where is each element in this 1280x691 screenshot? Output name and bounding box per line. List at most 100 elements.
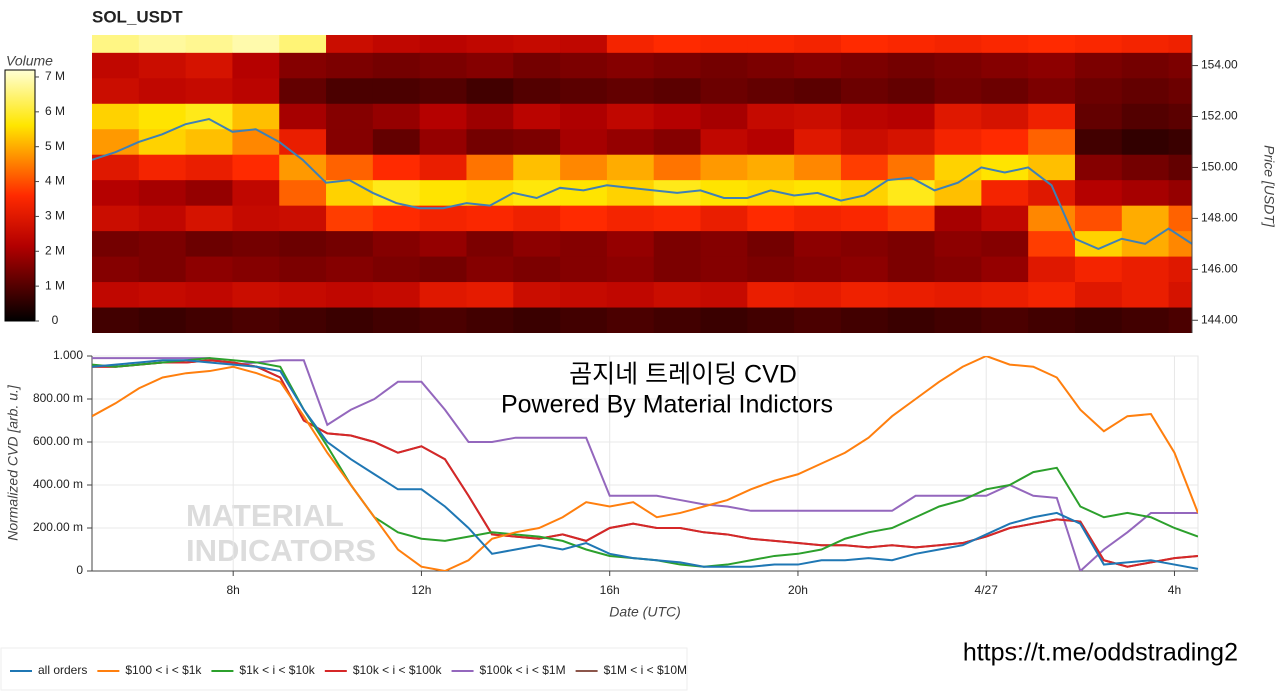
heatmap-cell xyxy=(466,205,514,232)
heatmap-cell xyxy=(1121,180,1170,207)
heatmap-cell xyxy=(326,231,374,258)
heatmap-cell xyxy=(372,103,421,130)
heatmap-cell xyxy=(513,52,561,79)
heatmap-cell xyxy=(1028,205,1076,232)
legend-label: $100k < i < $1M xyxy=(480,663,566,677)
plot-background xyxy=(91,355,1199,572)
heatmap-cell xyxy=(653,282,702,309)
heatmap-cell xyxy=(138,205,187,232)
heatmap-cell xyxy=(981,154,1029,181)
heatmap-cell xyxy=(372,154,421,181)
heatmap-cell xyxy=(232,52,280,79)
heatmap-cell xyxy=(372,52,421,79)
heatmap-cell xyxy=(606,129,655,156)
heatmap-cell xyxy=(653,154,702,181)
heatmap-cell xyxy=(138,35,187,54)
heatmap-cell xyxy=(700,256,748,283)
heatmap-cell xyxy=(513,282,561,309)
heatmap-cell xyxy=(466,78,514,105)
url: https://t.me/oddstrading2 xyxy=(963,639,1238,667)
series-line xyxy=(92,359,1198,570)
heatmap-cell xyxy=(887,282,936,309)
colorbar-tick-label: 3 M xyxy=(45,209,65,223)
heatmap-cell xyxy=(794,35,842,54)
colorbar-tick-label: 5 M xyxy=(45,139,65,153)
heatmap-cell xyxy=(138,307,187,333)
heatmap-cell xyxy=(185,205,233,232)
x-tick-label: 20h xyxy=(788,583,808,597)
heatmap-cell xyxy=(747,231,795,258)
heatmap-cell xyxy=(92,205,140,232)
heatmap-cell xyxy=(747,52,795,79)
heatmap-cell xyxy=(840,35,889,54)
heatmap-cell xyxy=(1168,282,1192,309)
heatmap-cell xyxy=(981,205,1029,232)
heatmap-cell xyxy=(185,103,233,130)
heatmap-cell xyxy=(700,52,748,79)
heatmap-cell xyxy=(700,307,748,333)
x-axis-title: Date (UTC) xyxy=(609,604,681,620)
heatmap-cell xyxy=(560,256,608,283)
heatmap-cell xyxy=(747,78,795,105)
heatmap-cell xyxy=(934,231,982,258)
heatmap-cell xyxy=(1121,35,1170,54)
heatmap-cell xyxy=(513,307,561,333)
heatmap-cell xyxy=(560,154,608,181)
heatmap-cell xyxy=(372,129,421,156)
heatmap-cell xyxy=(934,307,982,333)
heatmap-cell xyxy=(92,154,140,181)
heatmap-cell xyxy=(747,35,795,54)
heatmap-cell xyxy=(606,256,655,283)
heatmap-cell xyxy=(794,231,842,258)
heatmap-cell xyxy=(653,103,702,130)
heatmap-cell xyxy=(279,231,327,258)
y-tick-label: 146.00 xyxy=(1201,261,1238,275)
heatmap-cell xyxy=(840,52,889,79)
heatmap-cell xyxy=(138,103,187,130)
heatmap-cell xyxy=(185,78,233,105)
heatmap-cell xyxy=(513,256,561,283)
legend-label: $10k < i < $100k xyxy=(353,663,443,677)
heatmap-cell xyxy=(653,52,702,79)
heatmap-cell xyxy=(1168,52,1192,79)
heatmap-cell xyxy=(326,52,374,79)
heatmap-cell xyxy=(138,52,187,79)
heatmap-cell xyxy=(840,205,889,232)
annotation: Powered By Material Indictors xyxy=(501,391,833,419)
heatmap-cell xyxy=(981,103,1029,130)
heatmap-cell xyxy=(934,282,982,309)
heatmap-cell xyxy=(279,129,327,156)
heatmap-cell xyxy=(138,231,187,258)
heatmap-cell xyxy=(606,52,655,79)
heatmap-cell xyxy=(92,180,140,207)
heatmap-cell xyxy=(606,231,655,258)
heatmap-cell xyxy=(606,154,655,181)
heatmap-cell xyxy=(606,35,655,54)
heatmap-cell xyxy=(1168,307,1192,333)
y-tick-label: 152.00 xyxy=(1201,109,1238,123)
heatmap-cell xyxy=(232,205,280,232)
heatmap-cell xyxy=(419,35,467,54)
heatmap-cell xyxy=(232,180,280,207)
y-tick-label: 154.00 xyxy=(1201,58,1238,72)
heatmap-cell xyxy=(1028,307,1076,333)
heatmap-cell xyxy=(887,129,936,156)
heatmap-cell xyxy=(1028,52,1076,79)
heatmap-cell xyxy=(981,78,1029,105)
heatmap-cell xyxy=(372,307,421,333)
heatmap-cell xyxy=(840,282,889,309)
heatmap-cell xyxy=(466,282,514,309)
heatmap-cell xyxy=(185,35,233,54)
heatmap-cell xyxy=(419,231,467,258)
heatmap-cell xyxy=(372,78,421,105)
y-axis-title: Price [USDT] xyxy=(1261,145,1277,228)
x-tick-label: 12h xyxy=(411,583,431,597)
heatmap-cell xyxy=(934,205,982,232)
heatmap-cell xyxy=(419,103,467,130)
heatmap-cell xyxy=(185,307,233,333)
heatmap-cell xyxy=(1028,154,1076,181)
heatmap-cell xyxy=(840,103,889,130)
heatmap-cell xyxy=(326,180,374,207)
heatmap-cell xyxy=(466,307,514,333)
y-tick-label: 200.00 m xyxy=(33,520,83,534)
